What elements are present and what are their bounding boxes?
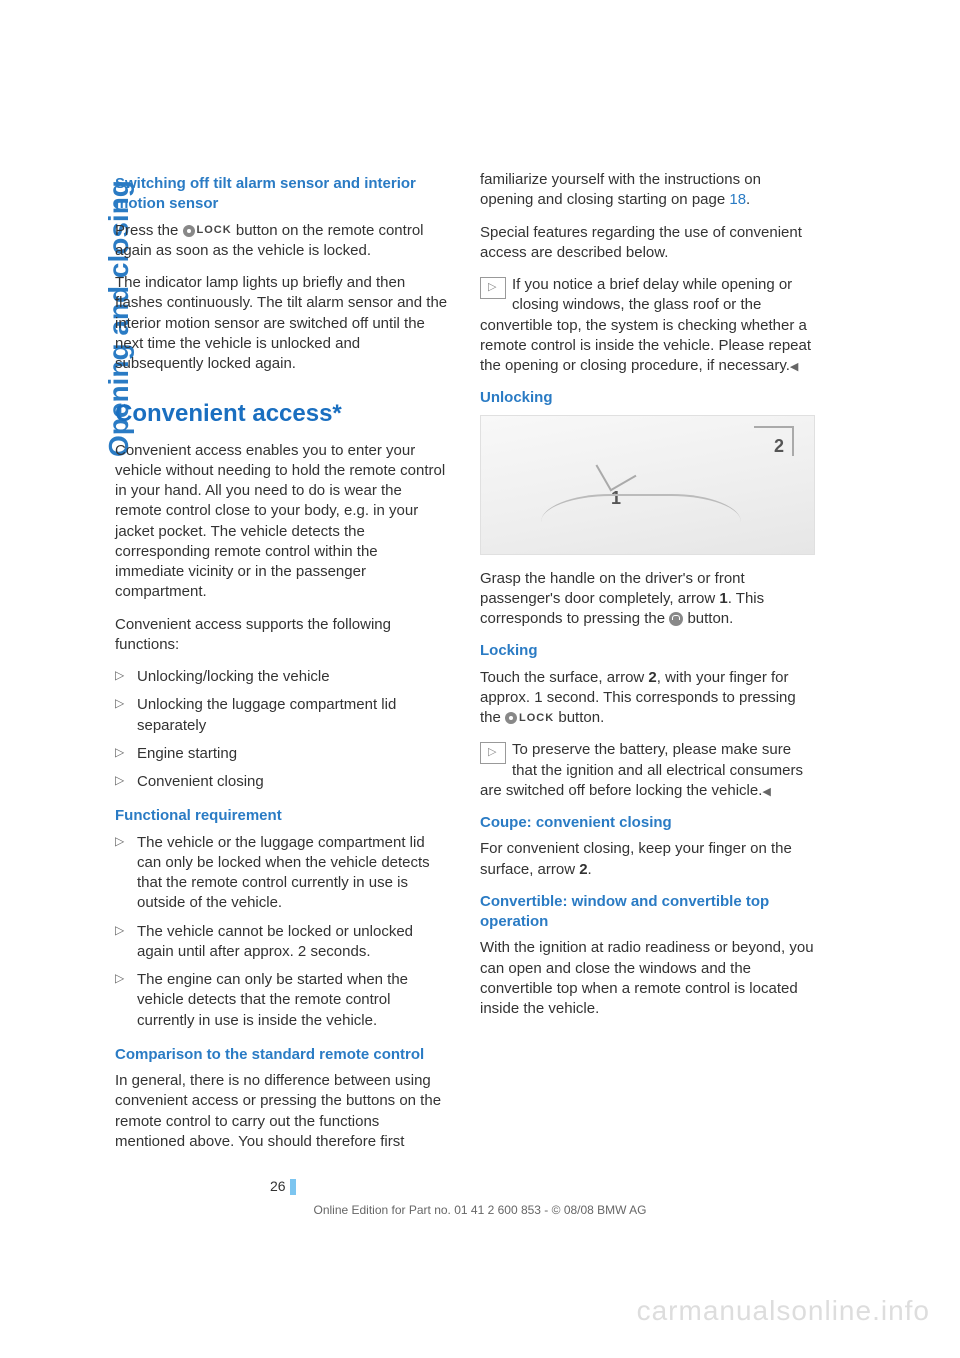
list-item: Engine starting	[115, 744, 450, 764]
note-icon	[480, 742, 506, 764]
paragraph: familiarize yourself with the instructio…	[480, 170, 815, 211]
list-item: The vehicle cannot be locked or unlocked…	[115, 922, 450, 963]
list-item: Unlocking the luggage compartment lid se…	[115, 695, 450, 736]
paragraph: The indicator lamp lights up briefly and…	[115, 273, 450, 374]
paragraph: Convenient access enables you to enter y…	[115, 441, 450, 603]
paragraph: Touch the surface, arrow 2, with your fi…	[480, 668, 815, 729]
handle-graphic	[541, 494, 741, 522]
heading-functional-req: Functional requirement	[115, 806, 450, 826]
unlock-button-icon	[669, 612, 683, 626]
heading-convenient-access: Convenient access*	[115, 398, 450, 430]
footer-line: Online Edition for Part no. 01 41 2 600 …	[0, 1202, 960, 1218]
paragraph: Convenient access supports the following…	[115, 615, 450, 656]
note-delay: If you notice a brief delay while openin…	[480, 275, 815, 376]
function-list: Unlocking/locking the vehicle Unlocking …	[115, 667, 450, 792]
page-number: 26	[270, 1177, 296, 1196]
note-battery: To preserve the battery, please make sur…	[480, 740, 815, 801]
heading-comparison: Comparison to the standard remote contro…	[115, 1045, 450, 1065]
watermark: carmanualsonline.info	[637, 1292, 930, 1330]
list-item: Convenient closing	[115, 772, 450, 792]
door-handle-figure: 2 1	[480, 415, 815, 555]
paragraph: Special features regarding the use of co…	[480, 223, 815, 264]
lock-button-icon: LOCK	[183, 223, 232, 238]
lock-circle-icon	[505, 712, 517, 724]
paragraph: For convenient closing, keep your finger…	[480, 839, 815, 880]
heading-tilt-alarm: Switching off tilt alarm sensor and inte…	[115, 174, 450, 215]
paragraph: Grasp the handle on the driver's or fron…	[480, 569, 815, 630]
list-item: The engine can only be started when the …	[115, 970, 450, 1031]
requirement-list: The vehicle or the luggage compartment l…	[115, 833, 450, 1031]
page-content: Switching off tilt alarm sensor and inte…	[115, 170, 815, 1164]
right-column: familiarize yourself with the instructio…	[480, 170, 815, 1164]
heading-coupe-closing: Coupe: convenient closing	[480, 813, 815, 833]
list-item: Unlocking/locking the vehicle	[115, 667, 450, 687]
heading-convertible: Convertible: window and convertible top …	[480, 892, 815, 933]
paragraph: In general, there is no difference betwe…	[115, 1071, 450, 1152]
figure-label-2: 2	[774, 434, 784, 458]
page-link-18[interactable]: 18	[729, 191, 746, 208]
left-column: Switching off tilt alarm sensor and inte…	[115, 170, 450, 1164]
heading-unlocking: Unlocking	[480, 388, 815, 408]
paragraph: Press the LOCK button on the remote cont…	[115, 221, 450, 262]
lock-button-icon: LOCK	[505, 711, 554, 726]
list-item: The vehicle or the luggage compartment l…	[115, 833, 450, 914]
heading-locking: Locking	[480, 641, 815, 661]
lock-circle-icon	[183, 225, 195, 237]
note-icon	[480, 277, 506, 299]
end-triangle-icon: ◀	[790, 361, 798, 373]
paragraph: With the ignition at radio readiness or …	[480, 938, 815, 1019]
end-triangle-icon: ◀	[762, 786, 770, 798]
